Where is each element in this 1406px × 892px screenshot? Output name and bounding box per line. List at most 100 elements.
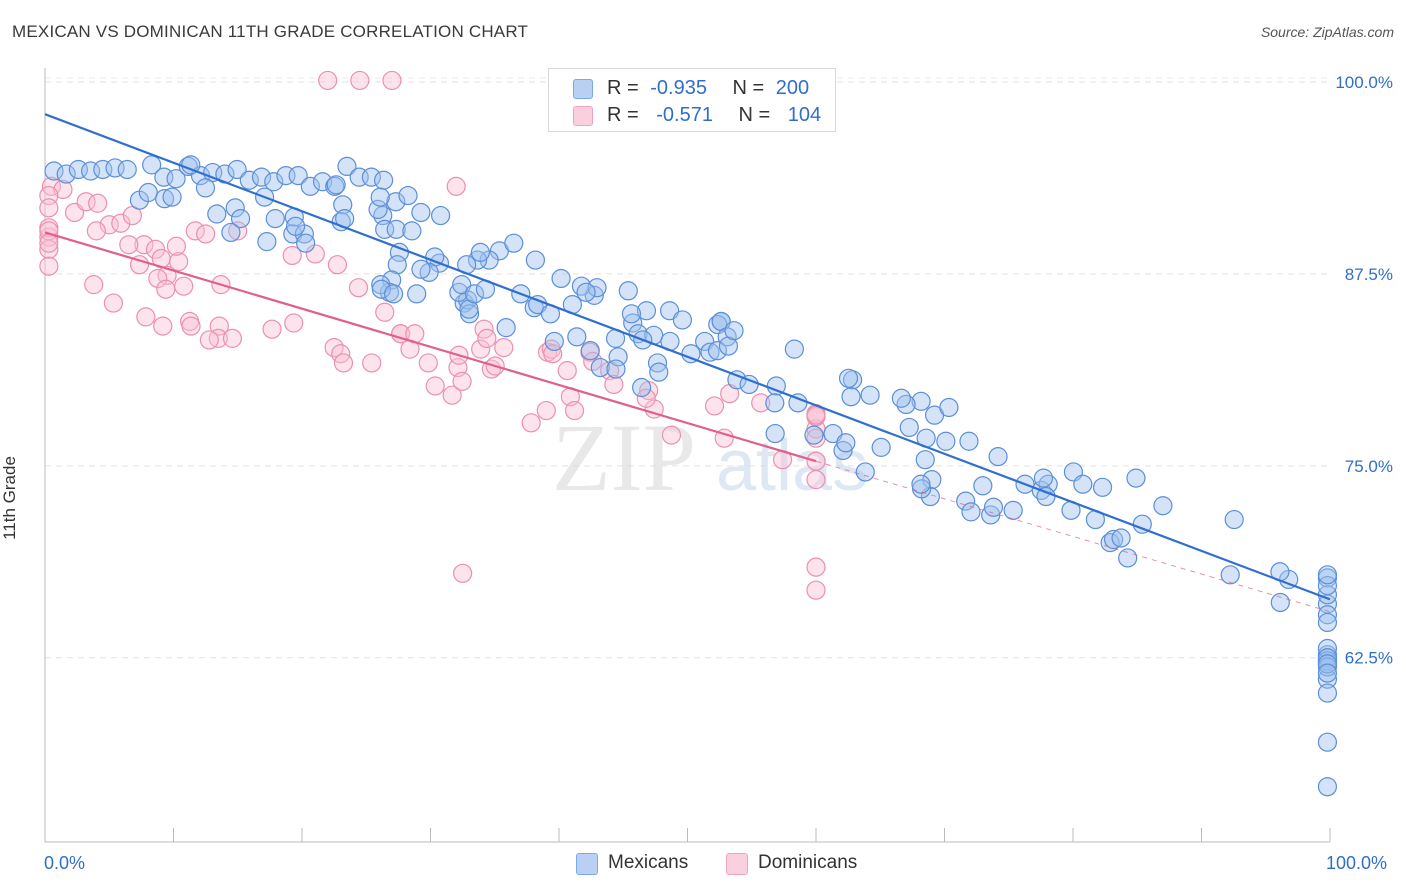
legend-r-value-dominicans: -0.571	[656, 104, 713, 126]
dominican-point	[196, 224, 216, 244]
legend-r-label: R =	[607, 104, 639, 126]
dominican-point	[751, 393, 771, 413]
chart-title: MEXICAN VS DOMINICAN 11TH GRADE CORRELAT…	[12, 22, 529, 41]
mexican-point	[1220, 565, 1240, 585]
bottom-label-dominicans: Dominicans	[758, 852, 858, 873]
dominican-point	[604, 374, 624, 395]
mexican-point	[288, 166, 308, 186]
mexican-point	[606, 359, 626, 379]
y-axis-label: 11th Grade	[0, 456, 19, 540]
y-tick-label: 62.5%	[1345, 649, 1393, 668]
mexican-point	[1100, 532, 1120, 553]
dominican-point	[39, 256, 59, 276]
legend-n-value-mexicans: 200	[775, 77, 810, 99]
mexican-point	[961, 502, 981, 522]
dominican-point	[86, 221, 106, 241]
mexican-point	[239, 170, 259, 190]
mexican-point	[105, 158, 125, 178]
mexican-point	[333, 195, 353, 215]
mexican-point	[724, 321, 744, 341]
mexican-point	[700, 342, 720, 362]
dominican-point	[282, 245, 302, 266]
dominican-point	[103, 293, 124, 313]
mexican-point	[1317, 777, 1338, 797]
mexican-point	[1317, 663, 1338, 683]
mexican-point	[855, 462, 875, 482]
mexican-point	[375, 219, 395, 239]
mexican-point	[1317, 612, 1338, 633]
mexican-point	[1317, 732, 1338, 752]
trend-lines	[44, 113, 1331, 613]
mexican-point	[383, 284, 404, 304]
mexican-point	[56, 164, 76, 184]
mexican-point	[1317, 565, 1338, 585]
mexican-point	[707, 341, 728, 361]
dominican-point	[333, 353, 354, 373]
dominican-point	[53, 179, 73, 200]
legend-n-label: N =	[738, 104, 771, 126]
mexican-point	[230, 209, 251, 229]
mexican-point	[370, 187, 390, 207]
mexican-point	[1270, 592, 1290, 613]
dominican-point	[375, 302, 395, 322]
mexican-point	[1111, 528, 1131, 548]
mexican-point	[939, 397, 959, 418]
mexican-point	[1317, 605, 1338, 625]
legend-n-label: N =	[732, 77, 765, 99]
mexican-point	[1092, 477, 1113, 497]
dominicans-points	[39, 70, 826, 600]
mexican-point	[371, 279, 391, 299]
mexican-point	[567, 327, 587, 347]
mexican-point	[973, 476, 993, 496]
dominican-point	[453, 563, 473, 583]
dominican-point	[156, 279, 176, 299]
dominican-point	[119, 235, 139, 255]
dominican-point	[174, 276, 194, 296]
mexican-point	[68, 159, 89, 180]
mexican-point	[203, 162, 223, 183]
dominican-point	[452, 371, 472, 391]
dominican-point	[39, 198, 59, 218]
mexican-point	[587, 278, 607, 298]
mexican-point	[166, 169, 186, 189]
mexican-point	[1317, 575, 1338, 596]
dominican-point	[84, 275, 104, 295]
dominican-point	[305, 244, 325, 264]
dominican-point	[442, 385, 462, 405]
mexican-point	[632, 377, 652, 398]
dominican-point	[166, 236, 186, 256]
dominican-point	[134, 235, 154, 255]
mexican-point	[398, 185, 418, 206]
mexican-point	[1033, 468, 1054, 488]
mexican-point	[988, 447, 1008, 467]
mexican-point	[860, 385, 880, 405]
mexican-point	[672, 310, 693, 330]
dominican-point	[284, 313, 304, 333]
mexican-point	[227, 159, 247, 180]
dominican-point	[181, 316, 201, 336]
mexican-point	[891, 388, 911, 408]
mexican-point	[621, 304, 642, 324]
dominican-point	[153, 316, 173, 336]
dominican-point	[382, 70, 402, 91]
x-tick-label-min: 0.0%	[44, 853, 86, 873]
y-tick-label: 100.0%	[1335, 73, 1393, 92]
dominican-point	[806, 470, 826, 490]
dominican-point	[199, 330, 219, 350]
mexican-point	[765, 423, 785, 444]
legend-n-value-dominicans: 104	[787, 104, 822, 126]
mexican-point	[1073, 474, 1093, 494]
bottom-swatch-mexicans	[576, 853, 598, 875]
mexican-point	[195, 178, 216, 198]
dominican-point	[661, 425, 682, 445]
mexican-point	[911, 474, 931, 494]
y-tick-labels: 100.0% 87.5% 75.0% 62.5%	[1335, 73, 1393, 668]
mexican-point	[496, 318, 516, 338]
mexican-point	[300, 176, 320, 196]
mexican-point	[154, 167, 174, 187]
bottom-label-mexicans: Mexicans	[608, 852, 689, 873]
mexicans-trend-line	[44, 113, 1331, 601]
mexican-point	[936, 431, 956, 451]
dominican-point	[418, 353, 438, 373]
